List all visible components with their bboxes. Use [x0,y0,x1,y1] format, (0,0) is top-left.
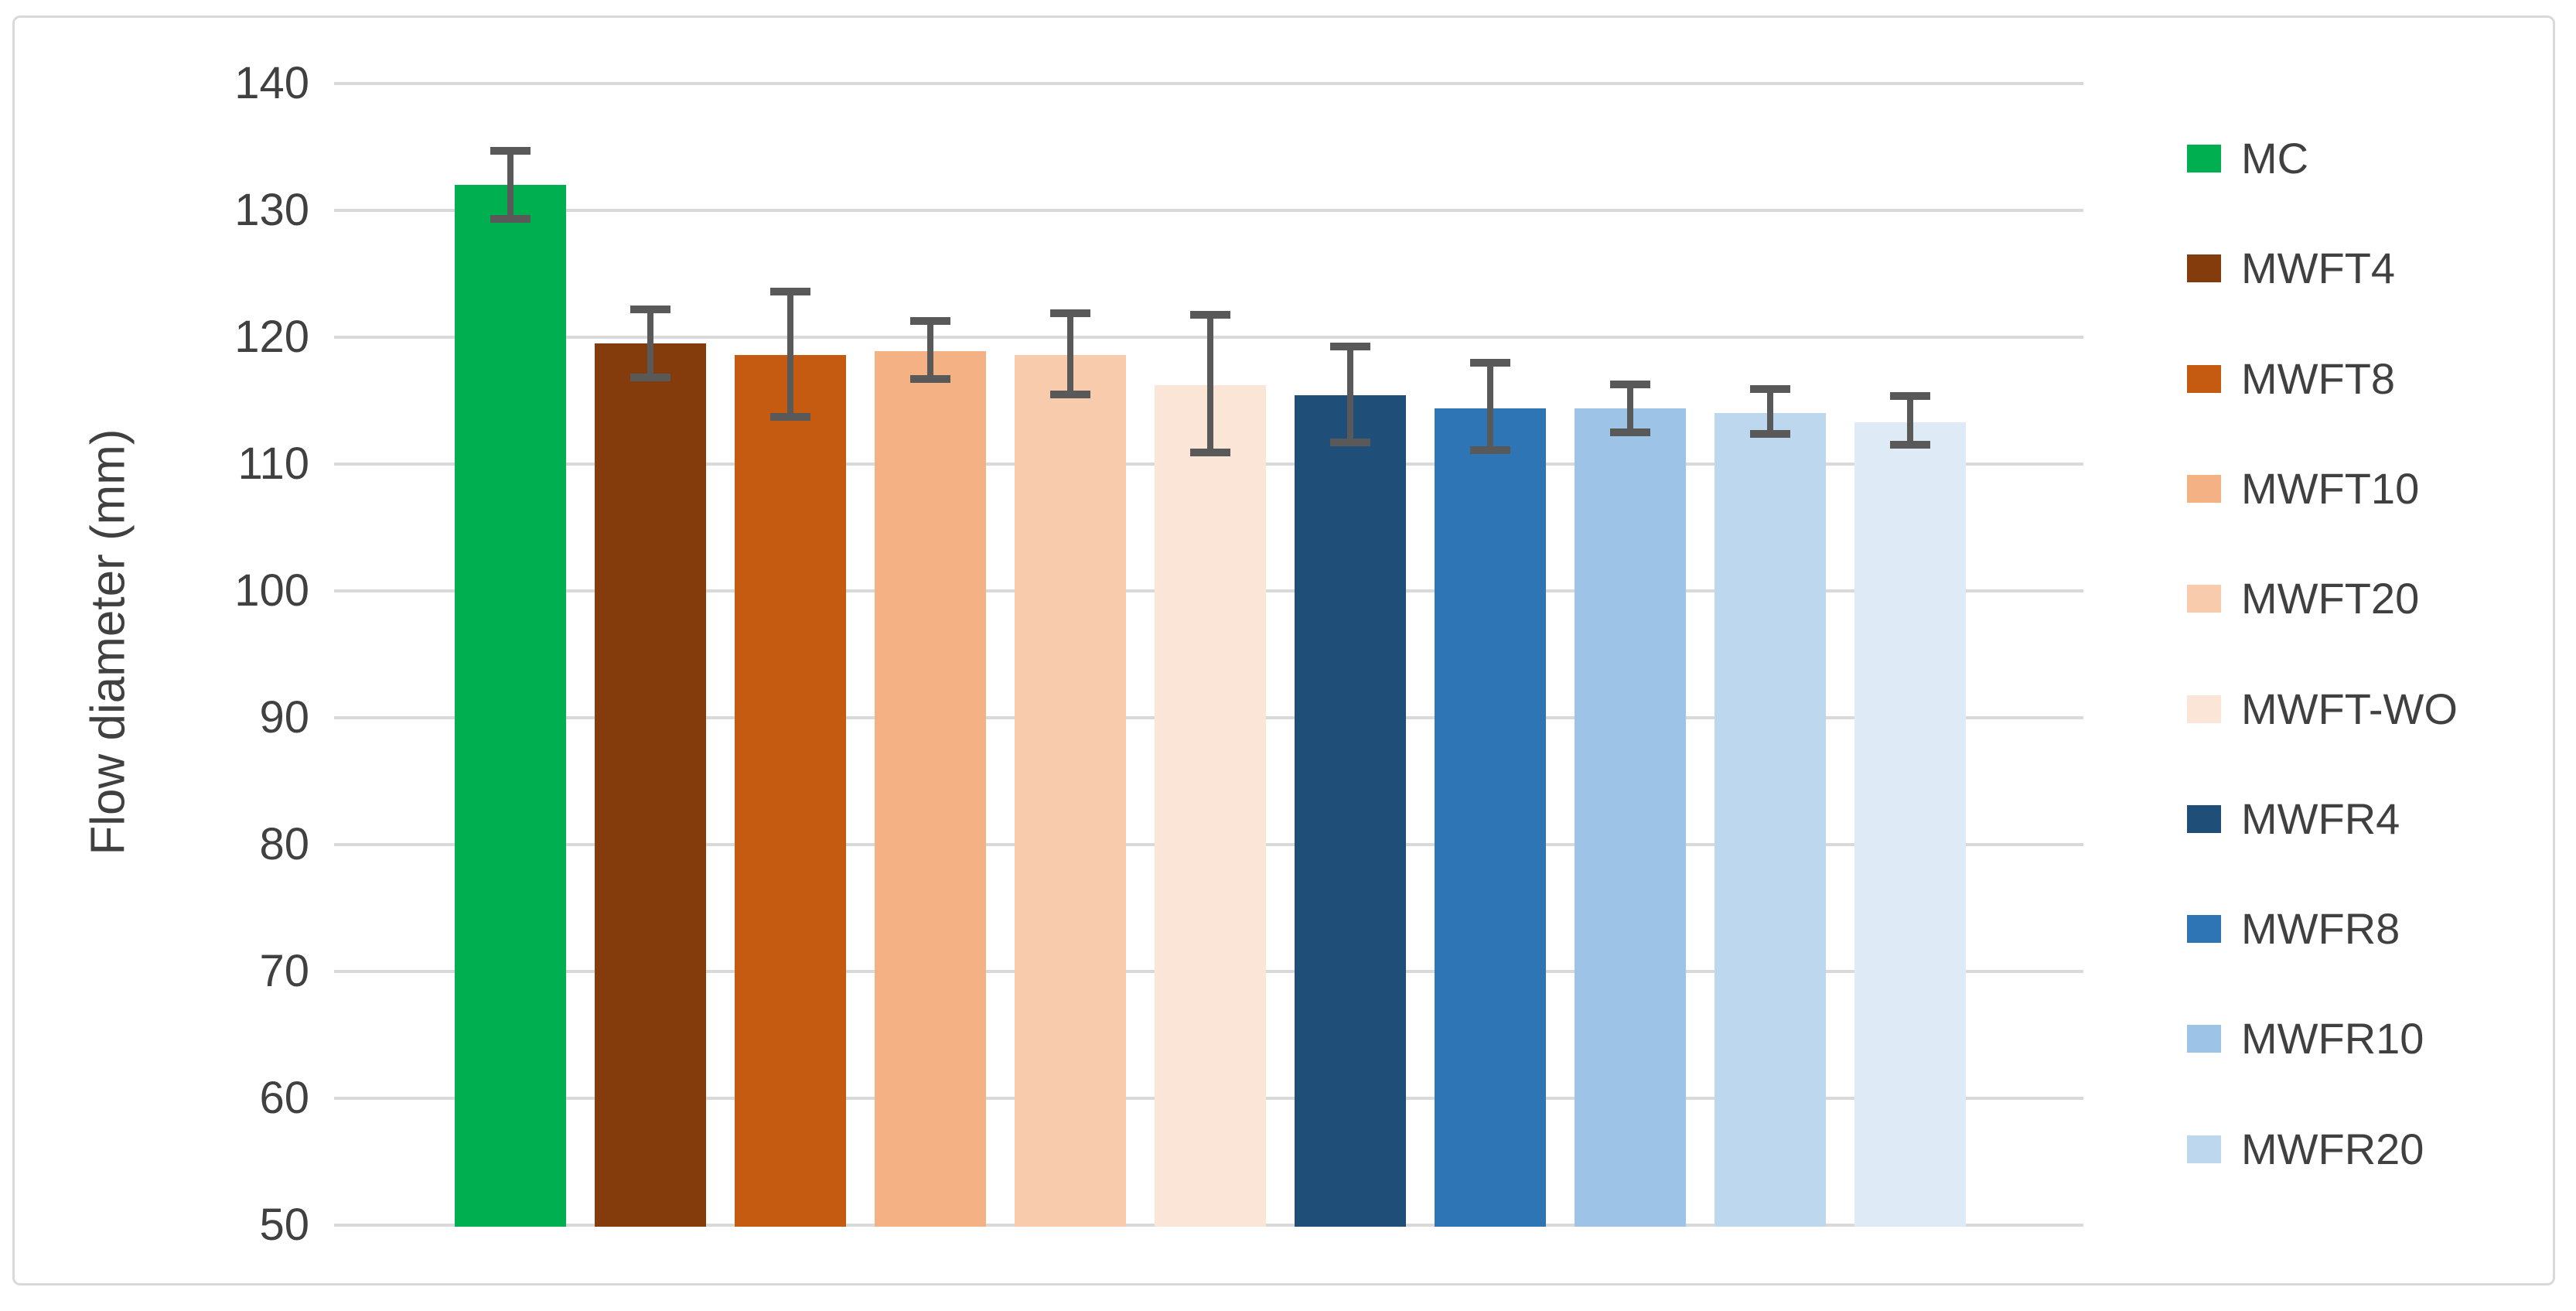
y-tick-label-120: 120 [234,312,309,362]
bar-MWFR4 [1295,395,1406,1227]
y-tick-label-90: 90 [259,692,309,743]
error-bar-line-MWFR20 [1767,385,1773,438]
error-bar-bottom-cap-MWFR4 [1330,439,1370,447]
y-tick-label-130: 130 [234,185,309,235]
error-bar-top-cap-MWFR4 [1330,342,1370,350]
error-bar-line-MWFT-WO [1207,310,1213,457]
error-bar-top-cap-MWFR10 [1610,380,1650,388]
error-bar-top-cap-MC [490,147,531,155]
error-bar-line-MWFT4 [647,306,653,382]
legend-label-MWFR4: MWFR4 [2241,794,2400,843]
chart-border [12,15,2555,1285]
legend-swatch-MWFT8 [2187,364,2221,393]
y-tick-label-140: 140 [234,58,309,108]
legend-label-MWFR8: MWFR8 [2241,904,2400,954]
legend-swatch-MWFR4 [2187,804,2221,833]
bar-MWFT-WO [1155,385,1266,1227]
legend-label-MWFT10: MWFT10 [2241,463,2420,513]
legend-label-MWFT8: MWFT8 [2241,353,2396,403]
bar-MWFT4 [595,343,706,1227]
y-tick-label-100: 100 [234,565,309,616]
error-bar-line-MWFR10 [1627,380,1633,436]
error-bar-top-cap-MWFR8 [1470,358,1510,367]
legend-label-MWFR20: MWFR20 [2241,1124,2424,1173]
gridline-140 [334,82,2083,85]
bar-MWFT8 [735,354,846,1227]
legend-label-MWFT4: MWFT4 [2241,244,2396,293]
error-bar-line-MC [507,147,513,224]
error-bar-line-MWFT8 [787,288,793,422]
error-bar-bottom-cap-MWFT20 [1050,390,1090,398]
error-bar-top-cap-MWFT-WO [1190,310,1230,319]
error-bar-bottom-cap-MWFR10 [1610,428,1650,436]
legend-label-MWFT-WO: MWFT-WO [2241,684,2458,733]
y-tick-label-50: 50 [259,1200,309,1250]
error-bar-bottom-cap-MC [490,215,531,224]
bar-MWFR10 [1575,408,1686,1227]
gridline-130 [334,209,2083,212]
bar-MWFT10 [875,351,986,1227]
y-tick-label-60: 60 [259,1073,309,1123]
error-bar-bottom-cap-MWFR8 [1470,446,1510,454]
error-bar-bottom-cap-MWFR20 [1750,429,1790,438]
legend-swatch-MWFR10 [2187,1025,2221,1053]
legend-label-MC: MC [2241,134,2309,183]
error-bar-line-unlabeled [1907,391,1913,449]
y-tick-label-70: 70 [259,946,309,996]
bar-MC [455,185,566,1227]
error-bar-line-MWFR4 [1347,342,1353,447]
y-axis-title: Flow diameter (mm) [81,428,135,855]
y-tick-label-80: 80 [259,819,309,869]
error-bar-top-cap-MWFT8 [770,288,810,296]
legend-swatch-MWFT10 [2187,474,2221,503]
legend-swatch-MWFT20 [2187,585,2221,613]
legend-swatch-MWFR20 [2187,1135,2221,1163]
error-bar-line-MWFR8 [1487,358,1493,454]
legend-swatch-MC [2187,145,2221,172]
error-bar-top-cap-MWFT4 [630,306,670,313]
error-bar-bottom-cap-MWFT-WO [1190,449,1230,457]
legend-label-MWFR10: MWFR10 [2241,1014,2424,1063]
error-bar-line-MWFT20 [1067,309,1073,398]
error-bar-bottom-cap-MWFT10 [910,375,950,384]
bar-MWFR8 [1435,408,1546,1227]
bar-MWFT20 [1015,354,1126,1227]
legend-swatch-MWFT4 [2187,254,2221,283]
error-bar-line-MWFT10 [927,316,933,384]
error-bar-top-cap-MWFR20 [1750,385,1790,394]
error-bar-bottom-cap-unlabeled [1890,441,1930,449]
error-bar-bottom-cap-MWFT4 [630,374,670,382]
legend-swatch-MWFT-WO [2187,695,2221,723]
error-bar-top-cap-MWFT10 [910,316,950,325]
error-bar-bottom-cap-MWFT8 [770,413,810,422]
error-bar-top-cap-MWFT20 [1050,309,1090,317]
error-bar-top-cap-unlabeled [1890,391,1930,400]
y-tick-label-110: 110 [237,439,309,489]
legend-swatch-MWFR8 [2187,915,2221,944]
bar-MWFR20 [1714,413,1826,1227]
legend-label-MWFT20: MWFT20 [2241,574,2420,623]
bar-unlabeled [1854,422,1966,1227]
